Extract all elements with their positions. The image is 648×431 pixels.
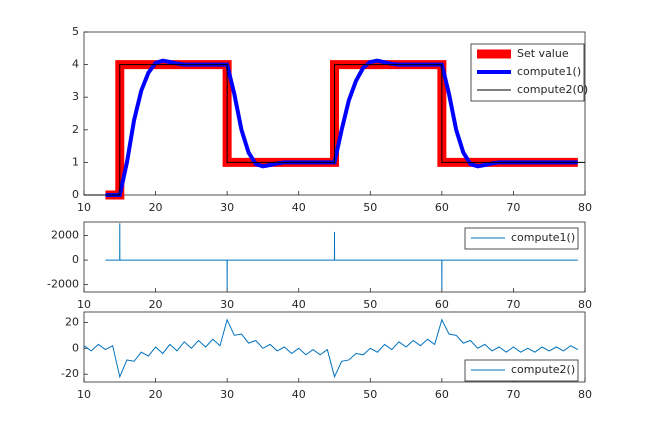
legend-label: compute1() bbox=[517, 65, 581, 78]
series-line bbox=[83, 318, 579, 379]
y-tick-label: -2000 bbox=[47, 278, 79, 291]
y-tick-label: 5 bbox=[72, 25, 79, 38]
subplot: 10 20 30 40 50 60 70 80 -2000 0 2000 compute1() bbox=[47, 221, 592, 311]
legend: compute2() bbox=[464, 359, 579, 382]
subplot: 10 20 30 40 50 60 70 80 0 1 2 3 4 5 Set value compute1(… bbox=[72, 25, 592, 214]
y-tick-label: -20 bbox=[61, 367, 79, 380]
x-tick-label: 20 bbox=[149, 201, 163, 214]
legend-label: compute2(0) bbox=[517, 83, 588, 96]
x-tick-label: 40 bbox=[292, 298, 306, 311]
y-tick-label: 4 bbox=[72, 58, 79, 71]
x-tick-label: 30 bbox=[220, 388, 234, 401]
x-tick-label: 40 bbox=[292, 201, 306, 214]
x-tick-label: 50 bbox=[363, 298, 377, 311]
legend-label: compute1() bbox=[511, 231, 575, 244]
x-tick-label: 40 bbox=[292, 388, 306, 401]
x-tick-label: 60 bbox=[435, 201, 449, 214]
axes-frame bbox=[83, 311, 586, 383]
legend: Set value compute1() compute2(0) bbox=[470, 43, 588, 102]
x-tick-label: 30 bbox=[220, 298, 234, 311]
y-tick-label: 0 bbox=[72, 341, 79, 354]
x-tick-label: 60 bbox=[435, 298, 449, 311]
series-line bbox=[105, 223, 578, 290]
axes-frame bbox=[83, 221, 586, 293]
legend-label: compute2() bbox=[511, 363, 575, 376]
x-tick-label: 20 bbox=[149, 298, 163, 311]
x-tick-label: 70 bbox=[506, 201, 520, 214]
x-tick-label: 60 bbox=[435, 388, 449, 401]
x-tick-label: 10 bbox=[77, 298, 91, 311]
y-tick-label: 2 bbox=[72, 123, 79, 136]
x-tick-label: 80 bbox=[578, 201, 592, 214]
y-tick-label: 0 bbox=[72, 188, 79, 201]
y-tick-label: 1 bbox=[72, 155, 79, 168]
axes-frame bbox=[83, 31, 586, 196]
subplot: 10 20 30 40 50 60 70 80 -20 0 20 compute2() bbox=[61, 311, 592, 401]
y-tick-label: 0 bbox=[72, 253, 79, 266]
series-line bbox=[84, 64, 585, 196]
x-tick-label: 50 bbox=[363, 201, 377, 214]
x-tick-label: 70 bbox=[506, 388, 520, 401]
x-tick-label: 10 bbox=[77, 201, 91, 214]
y-tick-label: 20 bbox=[65, 315, 79, 328]
x-tick-label: 10 bbox=[77, 388, 91, 401]
y-tick-label: 3 bbox=[72, 90, 79, 103]
x-tick-label: 50 bbox=[363, 388, 377, 401]
x-tick-label: 80 bbox=[578, 388, 592, 401]
x-tick-label: 20 bbox=[149, 388, 163, 401]
legend: compute1() bbox=[464, 227, 579, 250]
x-tick-label: 30 bbox=[220, 201, 234, 214]
x-tick-label: 80 bbox=[578, 298, 592, 311]
x-tick-label: 70 bbox=[506, 298, 520, 311]
y-tick-label: 2000 bbox=[51, 229, 79, 242]
legend-box bbox=[464, 359, 579, 382]
legend-label: Set value bbox=[517, 47, 569, 60]
legend-box bbox=[464, 227, 579, 250]
